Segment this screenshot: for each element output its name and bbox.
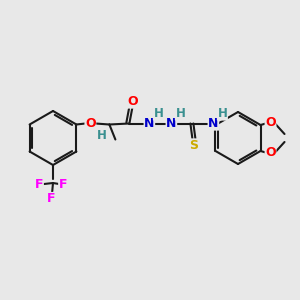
Text: O: O (85, 117, 96, 130)
Text: O: O (127, 95, 138, 108)
Text: N: N (144, 117, 154, 130)
Text: H: H (96, 129, 106, 142)
Text: N: N (208, 117, 219, 130)
Text: F: F (35, 178, 43, 191)
Text: F: F (47, 193, 55, 206)
Text: O: O (265, 146, 276, 160)
Text: H: H (153, 107, 163, 120)
Text: S: S (189, 139, 198, 152)
Text: H: H (218, 107, 227, 120)
Text: N: N (166, 117, 177, 130)
Text: F: F (59, 178, 67, 191)
Text: H: H (176, 107, 185, 120)
Text: O: O (265, 116, 276, 130)
